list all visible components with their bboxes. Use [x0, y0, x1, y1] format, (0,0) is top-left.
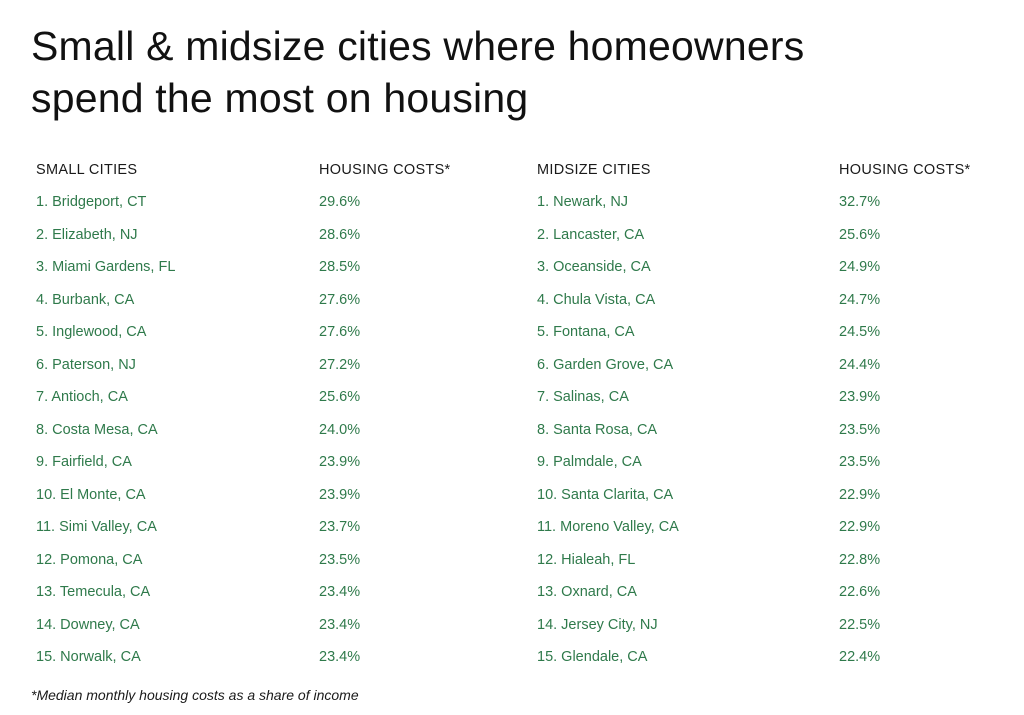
- city-name: 13. Temecula, CA: [36, 584, 151, 600]
- housing-cost-value: 23.7%: [319, 519, 361, 535]
- city-name: 8. Santa Rosa, CA: [537, 421, 658, 438]
- housing-cost-value: 22.4%: [839, 649, 881, 665]
- housing-cost-value: 25.6%: [319, 389, 361, 405]
- city-name: 4. Chula Vista, CA: [537, 291, 656, 308]
- city-name: 15. Norwalk, CA: [36, 649, 141, 665]
- housing-cost-value: 23.5%: [839, 454, 881, 470]
- housing-cost-value: 23.9%: [319, 486, 361, 503]
- city-name: 15. Glendale, CA: [537, 649, 648, 665]
- city-name: 12. Pomona, CA: [36, 551, 143, 568]
- city-name: 8. Costa Mesa, CA: [36, 421, 158, 438]
- city-name: 13. Oxnard, CA: [537, 584, 637, 600]
- housing-cost-value: 28.6%: [319, 226, 361, 243]
- housing-cost-value: 23.5%: [319, 551, 361, 568]
- housing-cost-value: 22.6%: [839, 584, 881, 600]
- column-header-city: MIDSIZE CITIES: [537, 162, 651, 178]
- city-name: 7. Antioch, CA: [36, 389, 128, 405]
- housing-cost-value: 29.6%: [319, 194, 361, 210]
- city-name: 3. Miami Gardens, FL: [36, 259, 176, 275]
- housing-cost-value: 25.6%: [839, 226, 881, 243]
- city-name: 11. Simi Valley, CA: [36, 519, 157, 535]
- city-name: 6. Garden Grove, CA: [537, 356, 674, 373]
- housing-cost-value: 23.4%: [319, 584, 361, 600]
- city-name: 2. Lancaster, CA: [537, 226, 645, 243]
- city-name: 9. Palmdale, CA: [537, 454, 642, 470]
- housing-cost-value: 22.5%: [839, 616, 881, 633]
- city-name: 2. Elizabeth, NJ: [36, 226, 138, 243]
- city-name: 10. El Monte, CA: [36, 486, 146, 503]
- housing-cost-value: 23.9%: [319, 454, 361, 470]
- city-name: 14. Downey, CA: [36, 616, 140, 633]
- title-line-2: spend the most on housing: [31, 75, 529, 121]
- city-name: 4. Burbank, CA: [36, 291, 135, 308]
- column-header-housing-costs: HOUSING COSTS*: [839, 162, 971, 178]
- city-name: 3. Oceanside, CA: [537, 259, 651, 275]
- city-name: 11. Moreno Valley, CA: [537, 519, 679, 535]
- city-name: 10. Santa Clarita, CA: [537, 486, 674, 503]
- column-header-housing-costs: HOUSING COSTS*: [319, 162, 451, 178]
- housing-cost-value: 24.5%: [839, 324, 881, 340]
- page-title: Small & midsize cities where homeowners …: [31, 20, 991, 124]
- housing-cost-value: 23.4%: [319, 649, 361, 665]
- city-name: 12. Hialeah, FL: [537, 551, 636, 568]
- housing-cost-value: 23.5%: [839, 421, 881, 438]
- housing-cost-value: 32.7%: [839, 194, 881, 210]
- housing-cost-value: 27.6%: [319, 324, 361, 340]
- city-name: 7. Salinas, CA: [537, 389, 629, 405]
- city-name: 1. Bridgeport, CT: [36, 194, 147, 210]
- housing-cost-value: 22.9%: [839, 486, 881, 503]
- city-name: 6. Paterson, NJ: [36, 356, 136, 373]
- housing-cost-value: 27.2%: [319, 356, 361, 373]
- housing-cost-value: 28.5%: [319, 259, 361, 275]
- footnote: *Median monthly housing costs as a share…: [31, 687, 359, 703]
- housing-cost-value: 24.0%: [319, 421, 361, 438]
- housing-cost-value: 23.4%: [319, 616, 361, 633]
- city-name: 14. Jersey City, NJ: [537, 616, 658, 633]
- housing-cost-value: 23.9%: [839, 389, 881, 405]
- housing-cost-value: 24.7%: [839, 291, 881, 308]
- housing-cost-value: 22.9%: [839, 519, 881, 535]
- housing-cost-value: 22.8%: [839, 551, 881, 568]
- housing-cost-value: 27.6%: [319, 291, 361, 308]
- title-line-1: Small & midsize cities where homeowners: [31, 23, 805, 69]
- housing-cost-value: 24.9%: [839, 259, 881, 275]
- column-header-city: SMALL CITIES: [36, 162, 138, 178]
- city-name: 1. Newark, NJ: [537, 194, 629, 210]
- city-name: 5. Fontana, CA: [537, 324, 635, 340]
- city-name: 9. Fairfield, CA: [36, 454, 132, 470]
- city-name: 5. Inglewood, CA: [36, 324, 147, 340]
- housing-cost-value: 24.4%: [839, 356, 881, 373]
